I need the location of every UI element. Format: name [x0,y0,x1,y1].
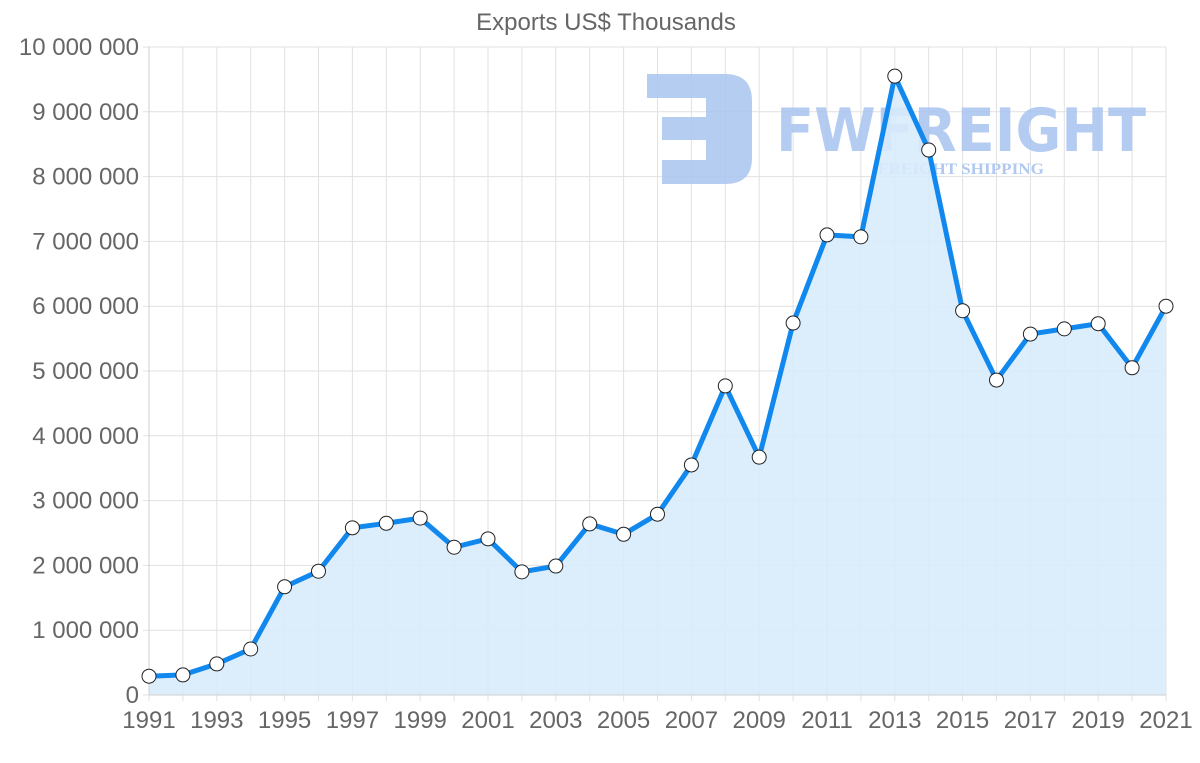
x-tick-label: 2007 [665,707,718,734]
y-tick-label: 4 000 000 [32,423,139,450]
x-tick-label: 2015 [936,707,989,734]
y-tick-label: 1 000 000 [32,617,139,644]
data-point[interactable] [853,229,869,245]
data-point[interactable] [446,539,462,555]
fw-logo-icon [647,74,752,184]
data-point[interactable] [243,641,259,657]
x-tick-label: 2019 [1072,707,1125,734]
data-point[interactable] [1056,321,1072,337]
x-axis-labels: 1991 1993 1995 1997 1999 2001 2003 2005 2007 2009… [122,707,1192,734]
data-point[interactable] [683,457,699,473]
data-point[interactable] [785,315,801,331]
chart-title: Exports US$ Thousands [476,9,736,36]
x-tick-label: 2005 [597,707,650,734]
x-tick-label: 1999 [394,707,447,734]
y-tick-label: 8 000 000 [32,164,139,191]
y-tick-label: 7 000 000 [32,228,139,255]
data-point[interactable] [412,510,428,526]
x-tick-label: 1995 [258,707,311,734]
y-tick-label: 3 000 000 [32,488,139,515]
x-tick-label: 2011 [801,707,853,734]
data-points [141,68,1174,684]
data-point[interactable] [582,516,598,532]
area-path [149,76,1166,695]
x-tick-label: 1991 [122,707,175,734]
data-point[interactable] [751,449,767,465]
area-fill [149,76,1166,695]
data-point[interactable] [1090,316,1106,332]
x-tick-label: 2003 [529,707,582,734]
data-point[interactable] [344,520,360,536]
data-point[interactable] [175,667,191,683]
data-point[interactable] [887,68,903,84]
x-tick-label: 1997 [326,707,379,734]
y-axis-labels: 0 1 000 000 2 000 000 3 000 000 4 000 000 5 0… [19,34,139,709]
data-point[interactable] [311,563,326,579]
data-point[interactable] [717,378,733,394]
data-point[interactable] [548,558,564,574]
data-point[interactable] [616,526,632,542]
data-point[interactable] [819,227,835,243]
data-point[interactable] [480,531,496,547]
y-tick-label: 2 000 000 [32,552,139,579]
data-point[interactable] [277,579,293,595]
x-tick-label: 2009 [733,707,786,734]
watermark: FWFREIGHT FREIGHT SHIPPING [647,74,1146,184]
x-tick-label: 1993 [190,707,243,734]
data-point[interactable] [921,142,937,158]
x-tick-label: 2017 [1004,707,1057,734]
x-tick-label: 2001 [461,707,514,734]
data-point[interactable] [1158,298,1174,314]
data-point[interactable] [1022,326,1038,342]
data-point[interactable] [989,372,1004,388]
y-tick-label: 0 [126,682,139,709]
x-tick-label: 2013 [868,707,921,734]
y-tick-label: 9 000 000 [32,99,139,126]
data-point[interactable] [650,506,665,522]
x-tick-label: 2021 [1139,707,1192,734]
y-tick-label: 5 000 000 [32,358,139,385]
y-tick-label: 6 000 000 [32,293,139,320]
data-point[interactable] [514,564,530,580]
axes [148,47,1166,696]
data-point[interactable] [209,656,225,672]
watermark-brand: FWFREIGHT [776,96,1146,166]
data-point[interactable] [378,515,394,531]
y-tick-label: 10 000 000 [19,34,139,61]
data-point[interactable] [1124,360,1140,376]
data-point[interactable] [141,668,157,684]
data-point[interactable] [955,303,971,319]
